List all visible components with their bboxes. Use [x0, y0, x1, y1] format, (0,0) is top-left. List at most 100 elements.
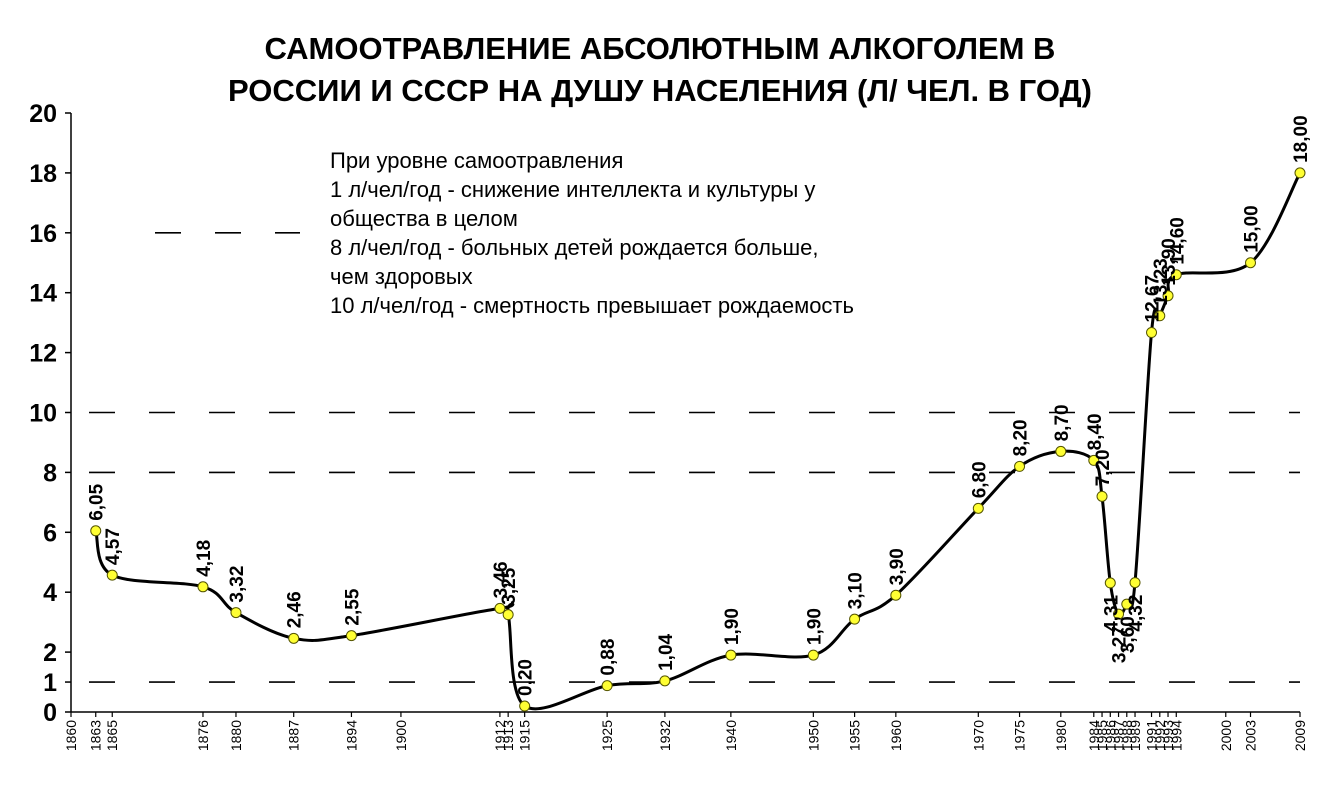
data-point: [807, 649, 819, 661]
x-tick-label: 1992: [1152, 720, 1168, 751]
data-point: [1146, 327, 1158, 339]
data-label: 3,90: [887, 548, 908, 585]
chart-title-line-1: САМООТРАВЛЕНИЕ АБСОЛЮТНЫМ АЛКОГОЛЕМ В: [264, 31, 1056, 66]
x-tick-label: 1991: [1144, 720, 1160, 751]
x-tick-label: 1994: [1168, 720, 1184, 751]
x-tick-label: 1940: [723, 720, 739, 751]
data-markers: [90, 167, 1306, 712]
data-label: 0,20: [516, 659, 537, 696]
x-tick-label: 1925: [599, 720, 615, 751]
x-tick-label: 1989: [1127, 720, 1143, 751]
data-label: 1,90: [804, 608, 825, 645]
annotation-line: чем здоровых: [330, 264, 473, 289]
x-tick-label: 1880: [228, 720, 244, 751]
data-point: [1245, 257, 1257, 269]
data-label: 7,20: [1093, 449, 1114, 486]
data-point: [90, 525, 102, 537]
series-line-path: [94, 172, 1302, 711]
y-tick-label: 10: [29, 400, 57, 428]
chart-title-line-2: РОССИИ И СССР НА ДУШУ НАСЕЛЕНИЯ (Л/ ЧЕЛ.…: [228, 73, 1092, 108]
data-label: 8,20: [1011, 419, 1032, 456]
x-tick-label: 2000: [1218, 720, 1234, 751]
x-tick-label: 1993: [1160, 720, 1176, 751]
data-label: 1,90: [722, 608, 743, 645]
x-tick-label: 2009: [1292, 720, 1308, 751]
data-label: 6,80: [969, 461, 990, 498]
data-point: [106, 569, 118, 581]
data-point: [1294, 167, 1306, 179]
data-labels: 6,05 4,57 4,18 3,32 2,46 2,55 3,463,25 0,20 0,88…: [87, 115, 1312, 696]
data-point: [494, 602, 506, 614]
x-tick-label: 1900: [393, 720, 409, 751]
data-point: [725, 649, 737, 661]
annotation-line: общества в целом: [330, 206, 518, 231]
data-point: [288, 632, 300, 644]
data-point: [1121, 598, 1133, 610]
data-point: [1014, 460, 1026, 472]
data-label: 2,55: [342, 588, 363, 625]
x-tick-label: 1970: [970, 720, 986, 751]
x-tick-label: 1932: [657, 720, 673, 751]
y-tick-label: 8: [43, 459, 57, 487]
x-tick-label: 1960: [888, 720, 904, 751]
data-point: [1154, 310, 1166, 322]
data-point: [1113, 608, 1125, 620]
data-point: [1104, 577, 1116, 589]
x-tick-label: 1876: [195, 720, 211, 751]
data-point: [1096, 490, 1108, 502]
data-label: 3,60: [1118, 616, 1139, 653]
data-label: 6,05: [87, 483, 108, 520]
data-label: 3,10: [846, 572, 867, 609]
data-point: [519, 700, 531, 712]
x-tick-label: 1975: [1012, 720, 1028, 751]
data-label: 18,00: [1291, 115, 1312, 163]
data-label: 4,32: [1126, 595, 1147, 632]
y-tick-label: 16: [29, 220, 57, 248]
y-tick-label: 0: [43, 699, 57, 727]
data-label: 4,31: [1101, 594, 1122, 631]
x-tick-label: 1865: [104, 720, 120, 751]
x-tick-label: 1863: [88, 720, 104, 751]
y-tick-label: 18: [29, 160, 57, 188]
x-tick-label: 1955: [847, 720, 863, 751]
x-tick-label: 1887: [286, 720, 302, 751]
data-label: 3,32: [227, 566, 248, 603]
annotation-line: 1 л/чел/год - снижение интеллекта и куль…: [330, 177, 815, 202]
y-tick-label: 20: [29, 100, 57, 128]
data-label: 14,60: [1167, 217, 1188, 265]
x-tick-label: 1987: [1111, 720, 1127, 751]
data-point: [1170, 269, 1182, 281]
data-label: 2,46: [285, 591, 306, 628]
data-label: 4,57: [103, 528, 124, 565]
x-tick-label: 2003: [1243, 720, 1259, 751]
data-label: 8,40: [1085, 413, 1106, 450]
x-tick-label: 1984: [1086, 720, 1102, 751]
data-label: 0,88: [598, 639, 619, 676]
data-label: 3,25: [499, 567, 520, 604]
data-label: 13,90: [1159, 238, 1180, 286]
data-label: 13,23: [1151, 258, 1172, 306]
annotation-line: 10 л/чел/год - смертность превышает рожд…: [330, 293, 854, 318]
x-tick-label: 1915: [517, 720, 533, 751]
data-label: 4,18: [194, 540, 215, 577]
series-line: [94, 172, 1302, 711]
x-tick-label: 1950: [805, 720, 821, 751]
y-tick-label: 4: [43, 579, 57, 607]
data-point: [1055, 445, 1067, 457]
x-tick-label: 1988: [1119, 720, 1135, 751]
y-tick-label: 12: [29, 340, 57, 368]
data-point: [1162, 290, 1174, 302]
data-point: [849, 613, 861, 625]
data-label: 8,70: [1052, 404, 1073, 441]
y-tick-label: 1: [43, 669, 57, 697]
y-tick-label: 2: [43, 639, 57, 667]
annotation-line: При уровне самоотравления: [330, 148, 623, 173]
annotation-text: При уровне самоотравления 1 л/чел/год - с…: [330, 148, 854, 318]
data-label: 12,67: [1143, 275, 1164, 323]
y-tick-label: 14: [29, 280, 57, 308]
data-point: [1129, 577, 1141, 589]
x-tick-label: 1860: [63, 720, 79, 751]
data-label: 3,27: [1110, 626, 1131, 663]
data-label: 15,00: [1242, 205, 1263, 253]
